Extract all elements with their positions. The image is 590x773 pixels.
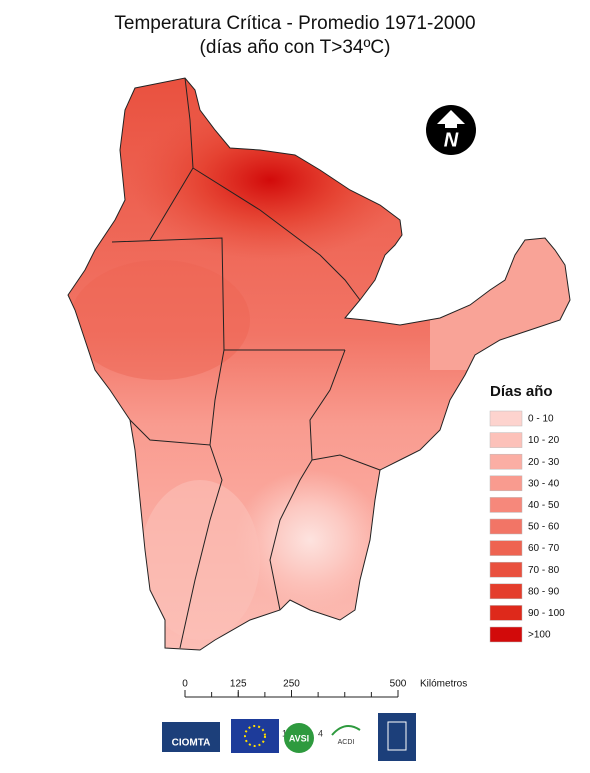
scale-unit: Kilómetros bbox=[420, 679, 467, 690]
logo-fragment: 1 bbox=[282, 728, 287, 738]
logo-fragment: 4 bbox=[318, 728, 323, 738]
legend-swatch bbox=[489, 497, 523, 513]
legend-label: 60 - 70 bbox=[528, 543, 560, 554]
legend-label: 50 - 60 bbox=[528, 522, 560, 533]
legend-swatch bbox=[489, 561, 523, 578]
legend-label: 70 - 80 bbox=[528, 565, 560, 576]
legend-title: Días año bbox=[490, 383, 553, 400]
legend-swatch bbox=[489, 410, 523, 427]
logo-acdi: ACDI bbox=[338, 739, 355, 746]
legend-label: 30 - 40 bbox=[528, 478, 560, 489]
legend-label: 40 - 50 bbox=[528, 500, 560, 511]
legend-label: 20 - 30 bbox=[528, 457, 560, 468]
map-title: Temperatura Crítica - Promedio 1971-2000 bbox=[114, 13, 475, 34]
region-outline bbox=[67, 77, 571, 651]
legend-swatch bbox=[489, 626, 523, 643]
north-arrow: N bbox=[426, 105, 476, 155]
scale-label: 250 bbox=[283, 679, 300, 690]
legend-label: >100 bbox=[528, 630, 551, 641]
legend-swatch bbox=[489, 432, 523, 448]
logo-avsi: AVSI bbox=[289, 733, 309, 743]
map-subtitle: (días año con T>34ºC) bbox=[200, 37, 391, 58]
legend-swatch bbox=[489, 475, 523, 492]
scale-bar: 0 125 250 500 Kilómetros bbox=[182, 679, 467, 698]
scale-label: 500 bbox=[390, 679, 407, 690]
scale-label: 125 bbox=[230, 679, 247, 690]
north-label: N bbox=[444, 129, 459, 151]
legend-label: 10 - 20 bbox=[528, 435, 560, 446]
logos: CIOMTA 1 AVSI 4 ACDI bbox=[162, 713, 416, 761]
legend-swatch bbox=[489, 453, 523, 470]
legend: 0 - 10 10 - 20 20 - 30 30 - 40 40 - 50 50 - 6… bbox=[489, 410, 565, 643]
scale-label: 0 bbox=[182, 679, 188, 690]
logo-ciomta: CIOMTA bbox=[172, 738, 211, 749]
legend-swatch bbox=[489, 540, 523, 556]
legend-label: 90 - 100 bbox=[528, 608, 565, 619]
province-boundaries bbox=[111, 77, 381, 649]
legend-label: 80 - 90 bbox=[528, 586, 560, 597]
legend-swatch bbox=[489, 518, 523, 535]
legend-label: 0 - 10 bbox=[528, 414, 554, 425]
legend-swatch bbox=[489, 605, 523, 621]
legend-swatch bbox=[489, 583, 523, 600]
